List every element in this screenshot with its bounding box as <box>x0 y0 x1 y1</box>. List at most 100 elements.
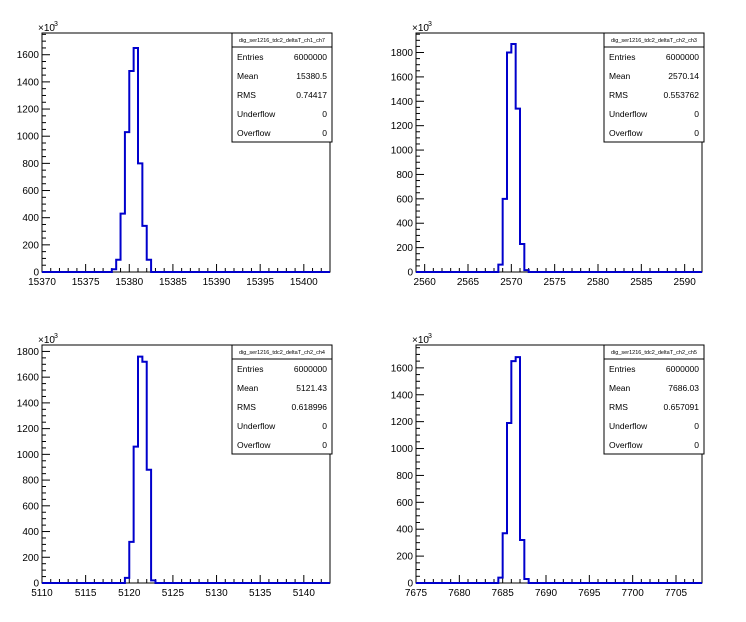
stats-label: Underflow <box>237 109 276 119</box>
stats-value: 2570.14 <box>668 71 699 81</box>
x-tick-label: 5130 <box>205 588 228 599</box>
stats-value: 0 <box>694 109 699 119</box>
x-tick-label: 15400 <box>290 277 318 288</box>
stats-value: 6000000 <box>294 364 327 374</box>
x-tick-label: 2570 <box>500 277 523 288</box>
stats-value: 7686.03 <box>668 383 699 393</box>
histogram-title: dig_ser1216_tdc2_deltaT_ch2_ch3 <box>611 38 697 44</box>
histogram-title: dig_ser1216_tdc2_deltaT_ch1_ch7 <box>239 38 325 44</box>
y-tick-label: 1200 <box>391 121 414 132</box>
stats-label: RMS <box>609 402 628 412</box>
stats-box <box>603 344 705 455</box>
x-tick-label: 7705 <box>665 588 688 599</box>
stats-value: 0 <box>322 128 327 138</box>
y-tick-label: 600 <box>396 498 413 509</box>
y-tick-label: 1600 <box>391 72 414 83</box>
stats-label: RMS <box>237 90 256 100</box>
y-tick-label: 1200 <box>17 424 40 435</box>
stats-box <box>231 32 333 143</box>
y-tick-label: 400 <box>22 213 39 224</box>
x-tick-label: 7675 <box>405 588 428 599</box>
x-tick-label: 7700 <box>622 588 645 599</box>
stats-label: Mean <box>237 383 259 393</box>
y-tick-label: 0 <box>407 579 413 590</box>
x-tick-label: 5120 <box>118 588 141 599</box>
histogram-title: dig_ser1216_tdc2_deltaT_ch2_ch5 <box>611 350 697 356</box>
y-exponent-power: 3 <box>54 21 58 28</box>
stats-label: Overflow <box>609 128 643 138</box>
y-tick-label: 1600 <box>17 373 40 384</box>
x-tick-label: 2580 <box>587 277 610 288</box>
x-tick-label: 5125 <box>162 588 185 599</box>
histogram-panel: 5110 5115 5120 5125 5130 5135 5140 0 200 400 600 80… <box>17 333 333 599</box>
x-tick-label: 7690 <box>535 588 558 599</box>
x-tick-label: 2575 <box>544 277 567 288</box>
x-tick-label: 2590 <box>674 277 697 288</box>
y-tick-label: 400 <box>396 219 413 230</box>
x-tick-label: 15375 <box>72 277 100 288</box>
x-tick-label: 15395 <box>246 277 274 288</box>
y-tick-label: 0 <box>33 579 39 590</box>
x-tick-label: 7685 <box>492 588 515 599</box>
stats-label: Mean <box>237 71 259 81</box>
stats-label: Entries <box>237 52 263 62</box>
y-tick-label: 200 <box>22 553 39 564</box>
y-tick-label: 800 <box>22 476 39 487</box>
y-tick-label: 600 <box>22 186 39 197</box>
stats-value: 6000000 <box>666 364 699 374</box>
stats-label: Underflow <box>609 109 648 119</box>
y-exponent-power: 3 <box>54 333 58 340</box>
x-tick-label: 7695 <box>578 588 601 599</box>
y-tick-label: 800 <box>22 159 39 170</box>
y-tick-label: 200 <box>22 240 39 251</box>
y-tick-label: 1400 <box>17 77 40 88</box>
y-tick-label: 800 <box>396 471 413 482</box>
stats-value: 0 <box>694 440 699 450</box>
x-tick-label: 15390 <box>203 277 231 288</box>
stats-value: 0.553762 <box>664 90 700 100</box>
histogram-panel: 15370 15375 15380 15385 15390 15395 15400 0 200 4… <box>17 21 333 288</box>
x-tick-label: 5140 <box>293 588 316 599</box>
x-tick-label: 2585 <box>630 277 653 288</box>
x-tick-label: 7680 <box>448 588 471 599</box>
stats-label: Overflow <box>609 440 643 450</box>
histogram-line <box>416 42 702 273</box>
stats-label: Underflow <box>237 421 276 431</box>
y-tick-label: 1400 <box>17 398 40 409</box>
y-tick-label: 0 <box>33 268 39 279</box>
stats-value: 0.74417 <box>296 90 327 100</box>
y-tick-label: 200 <box>396 552 413 563</box>
stats-label: Entries <box>609 364 635 374</box>
stats-value: 15380.5 <box>296 71 327 81</box>
stats-label: Mean <box>609 71 631 81</box>
y-tick-label: 0 <box>407 268 413 279</box>
x-tick-label: 15370 <box>28 277 56 288</box>
y-tick-label: 1200 <box>391 417 414 428</box>
x-tick-label: 5135 <box>249 588 272 599</box>
histogram-line <box>416 356 702 584</box>
stats-label: Mean <box>609 383 631 393</box>
y-exponent-power: 3 <box>428 21 432 28</box>
y-tick-label: 1000 <box>391 146 414 157</box>
y-tick-label: 1200 <box>17 105 40 116</box>
y-tick-label: 1000 <box>17 132 40 143</box>
y-tick-label: 1400 <box>391 390 414 401</box>
stats-value: 0 <box>322 109 327 119</box>
stats-label: Overflow <box>237 128 271 138</box>
stats-value: 0.657091 <box>664 402 700 412</box>
stats-value: 0 <box>322 421 327 431</box>
histogram-line <box>42 355 330 584</box>
x-tick-label: 15385 <box>159 277 187 288</box>
histogram-title: dig_ser1216_tdc2_deltaT_ch2_ch4 <box>239 350 325 356</box>
stats-label: Overflow <box>237 440 271 450</box>
y-tick-label: 1600 <box>17 50 40 61</box>
stats-label: Entries <box>237 364 263 374</box>
x-tick-label: 5110 <box>31 588 53 599</box>
stats-value: 0 <box>694 421 699 431</box>
y-exponent-label: ×10 <box>38 335 55 346</box>
y-tick-label: 1000 <box>17 450 40 461</box>
stats-value: 5121.43 <box>296 383 327 393</box>
x-tick-label: 2560 <box>414 277 437 288</box>
stats-value: 6000000 <box>666 52 699 62</box>
x-tick-label: 2565 <box>457 277 480 288</box>
